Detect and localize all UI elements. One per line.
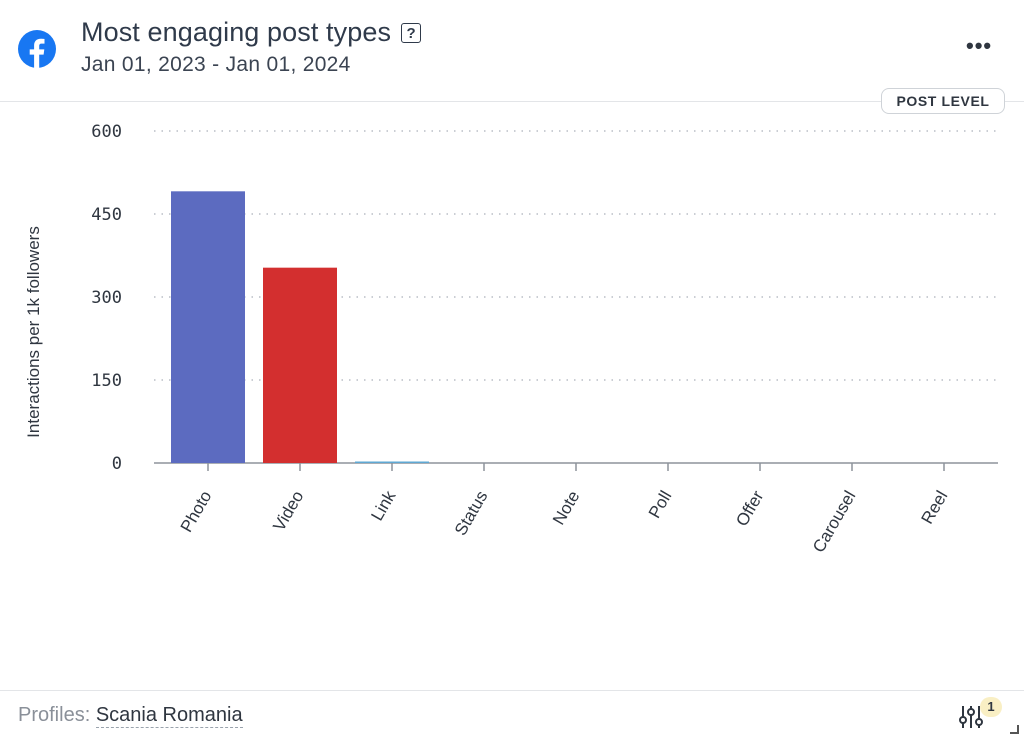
more-dots-icon[interactable]: •••: [966, 33, 993, 58]
x-tick-label: Video: [269, 488, 307, 535]
bar-video: [263, 267, 337, 463]
x-tick-label: Reel: [918, 488, 952, 528]
post-level-badge: POST LEVEL: [881, 88, 1005, 114]
y-tick-label: 450: [91, 205, 122, 225]
y-tick-label: 150: [91, 371, 122, 391]
date-range: Jan 01, 2023 - Jan 01, 2024: [81, 53, 351, 76]
title-row: Most engaging post types ?: [81, 17, 422, 48]
chart-title: Most engaging post types: [81, 17, 392, 47]
y-tick-label: 600: [91, 122, 122, 142]
y-axis-label: Interactions per 1k followers: [24, 226, 43, 438]
x-tick-label: Offer: [732, 487, 767, 529]
profile-link[interactable]: Scania Romania: [95, 704, 243, 728]
bar-photo: [171, 191, 245, 463]
filter-count-badge: 1: [980, 697, 1002, 717]
y-tick-label: 300: [91, 288, 122, 308]
x-tick-label: Status: [451, 488, 492, 539]
x-tick-label: Link: [367, 487, 399, 524]
y-tick-label: 0: [112, 454, 122, 474]
x-tick-label: Photo: [177, 488, 216, 536]
help-icon[interactable]: ?: [401, 22, 422, 43]
header-divider: [0, 101, 1024, 102]
resize-handle[interactable]: [1010, 725, 1019, 734]
x-tick-label: Note: [549, 488, 583, 529]
sliders-icon[interactable]: [956, 702, 986, 732]
card-header: Most engaging post types ? Jan 01, 2023 …: [0, 0, 1024, 102]
profiles-filter: Profiles: Scania Romania: [18, 704, 243, 728]
facebook-icon: [18, 30, 56, 68]
x-tick-label: Poll: [645, 488, 676, 522]
x-tick-label: Carousel: [809, 488, 859, 556]
bar-link: [355, 461, 429, 463]
profiles-label: Profiles:: [18, 704, 91, 726]
footer-divider: [0, 690, 1024, 691]
bar-chart: 0 150 300 450 600 Interactions per 1k followe…: [24, 122, 998, 556]
